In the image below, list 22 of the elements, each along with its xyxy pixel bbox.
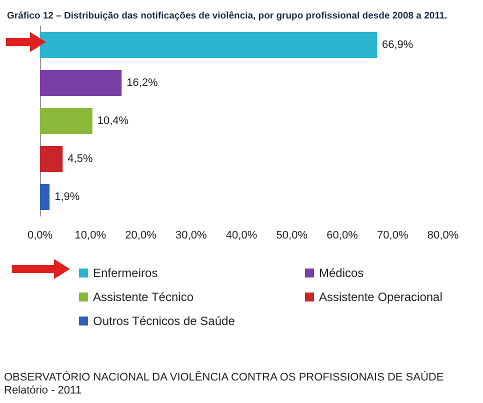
- x-tick-label: 0,0%: [27, 230, 53, 242]
- data-label: 10,4%: [97, 115, 129, 127]
- data-label: 1,9%: [54, 191, 80, 203]
- legend-label: Assistente Operacional: [319, 290, 442, 304]
- x-tick-label: 80,0%: [427, 230, 459, 242]
- legend-label: Enfermeiros: [93, 266, 158, 280]
- data-label: 16,2%: [126, 77, 158, 89]
- x-tick-label: 30,0%: [176, 230, 207, 242]
- x-tick-label: 20,0%: [125, 230, 157, 242]
- chart-title: Gráfico 12 – Distribuição das notificações de violência, por grupo profissional desde 2008 a 2011.: [7, 10, 448, 22]
- text: OBSERVATÓRIO NACIONAL DA VIOLÊNCIA CONTRA OS PROFISSIONAIS DE SAÚDE: [4, 370, 444, 384]
- data-label: 4,5%: [68, 153, 93, 165]
- x-tick-label: 70,0%: [377, 230, 408, 242]
- x-tick-label: 40,0%: [226, 230, 258, 242]
- x-tick-label: 60,0%: [326, 230, 358, 242]
- data-label: 66,9%: [382, 39, 414, 51]
- legend-label: Médicos: [319, 266, 364, 280]
- legend-label: Outros Técnicos de Saúde: [93, 314, 236, 328]
- x-tick-label: 50,0%: [276, 230, 308, 242]
- legend-label: Assistente Técnico: [93, 290, 194, 304]
- x-tick-label: 10,0%: [74, 230, 106, 242]
- text: Relatório - 2011: [4, 384, 82, 396]
